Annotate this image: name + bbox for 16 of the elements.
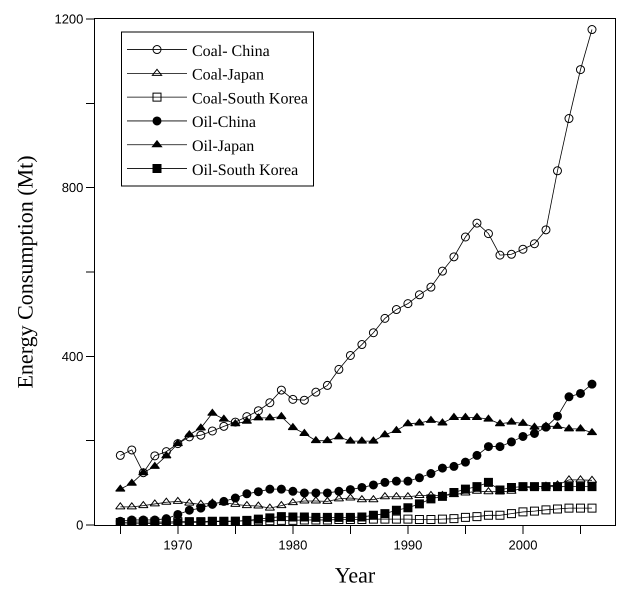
x-tick-label: 1970 bbox=[163, 538, 192, 553]
legend-label: Coal-South Korea bbox=[192, 90, 308, 108]
y-tick-label: 0 bbox=[76, 518, 84, 533]
x-tick-label: 1980 bbox=[278, 538, 308, 553]
y-axis-title: Energy Consumption (Mt) bbox=[12, 155, 38, 389]
legend-label: Coal- China bbox=[192, 42, 270, 60]
legend-label: Oil-South Korea bbox=[192, 162, 298, 179]
y-tick-label: 1200 bbox=[54, 12, 84, 27]
legend-label: Oil-China bbox=[192, 114, 256, 132]
x-tick-label: 1990 bbox=[393, 538, 422, 553]
x-tick-label: 2000 bbox=[508, 538, 538, 553]
legend-label: Oil-Japan bbox=[192, 138, 254, 155]
legend-label: Coal-Japan bbox=[192, 66, 264, 84]
y-tick-label: 800 bbox=[62, 180, 84, 196]
y-tick-label: 400 bbox=[62, 348, 84, 364]
x-axis-title: Year bbox=[334, 562, 376, 588]
